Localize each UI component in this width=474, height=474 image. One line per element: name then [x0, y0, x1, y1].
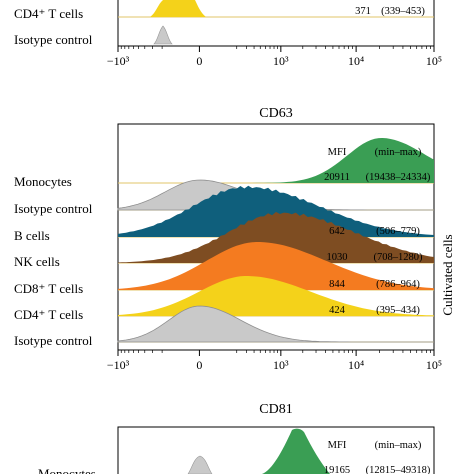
cd63-histogram-isotype-6: [117, 305, 434, 343]
top-x-axis: −10³ 0 10³ 10⁴ 10⁵: [107, 46, 442, 68]
cd63-mfi-0: 20911: [324, 172, 350, 183]
cd81-mfi-header: MFI: [328, 440, 347, 451]
top-isotype-histogram: [153, 25, 173, 45]
cd81-range-header: (min–max): [375, 440, 422, 451]
top-tick-label-1: 0: [196, 54, 202, 68]
cd63-mfi-4: 844: [329, 279, 346, 290]
cd63-tick-label-1: 0: [196, 358, 202, 372]
cd63-row-label-4: CD8⁺ T cells: [14, 281, 83, 296]
side-label: Cultivated cells: [440, 234, 455, 315]
cd63-range-0: (19438–24334): [366, 172, 431, 183]
cd63-tick-label-0: −10³: [107, 358, 130, 372]
cd81-isotype-histogram: [187, 455, 213, 474]
cd63-row-labels: Monocytes Isotype control B cells NK cells C…: [14, 174, 93, 348]
top-cd4-histogram: [150, 0, 206, 17]
cd63-x-axis: −10³ 0 10³ 10⁴ 10⁵: [107, 350, 442, 372]
top-row-label: CD4⁺ T cells: [14, 6, 83, 21]
cd81-monocytes-histogram: [262, 428, 330, 474]
top-tick-label-0: −10³: [107, 54, 130, 68]
cd63-range-3: (708–1280): [374, 252, 423, 263]
top-panel-frame: [117, 0, 435, 47]
cd63-panel: CD63 Monocytes Isotype control B cells NK c…: [14, 106, 455, 372]
top-tick-label-3: 10⁴: [348, 54, 364, 68]
cd63-tick-label-4: 10⁵: [426, 358, 442, 372]
cd63-row-label-2: B cells: [14, 228, 50, 243]
cd63-mfi-5: 424: [329, 305, 346, 316]
top-panel: CD4⁺ T cells 371 (339–453) Isotype contr…: [14, 0, 442, 68]
cd63-histogram-monocytes-0: [118, 138, 434, 183]
top-isotype-label: Isotype control: [14, 32, 93, 47]
cd63-mfi-2: 642: [329, 226, 345, 237]
cd63-histogram-nk_cells-3: [118, 211, 434, 263]
cd63-title: CD63: [259, 106, 292, 121]
cd81-monocytes-range: (12815–49318): [366, 465, 431, 474]
top-tick-label-4: 10⁵: [426, 54, 442, 68]
cd63-histogram-b_cells-2: [118, 185, 434, 237]
cd63-range-2: (506–779): [376, 226, 420, 237]
cd63-row-label-5: CD4⁺ T cells: [14, 307, 83, 322]
top-row-range: (339–453): [381, 6, 425, 17]
cd63-range-4: (786–964): [376, 279, 420, 290]
cd63-mfi-3: 1030: [327, 252, 348, 263]
cd81-monocytes-mfi: 19165: [324, 465, 350, 474]
cd63-row-label-3: NK cells: [14, 254, 60, 269]
cd81-title: CD81: [259, 402, 292, 417]
cd63-range-5: (395–434): [376, 305, 420, 316]
cd63-mfi-header: MFI: [328, 147, 347, 158]
cd63-mfi-values: 20911 (19438–24334) 642 (506–779) 1030 (708–1…: [324, 172, 431, 316]
cd63-row-label-0: Monocytes: [14, 174, 72, 189]
cd63-range-header: (min–max): [375, 147, 422, 158]
cd81-monocytes-label: Monocytes: [38, 466, 96, 474]
cd63-tick-label-3: 10⁴: [348, 358, 364, 372]
cd81-frame: [117, 426, 435, 474]
cd63-histogram-cd8-4: [118, 242, 434, 290]
cd63-tick-label-2: 10³: [273, 358, 289, 372]
top-tick-label-2: 10³: [273, 54, 289, 68]
cd63-histograms: [117, 138, 434, 343]
top-row-mfi: 371: [355, 6, 371, 17]
cd63-row-label-6: Isotype control: [14, 333, 93, 348]
cd81-panel: CD81 MFI (min–max) 19165 (12815–49318) M…: [38, 402, 435, 474]
cd63-row-label-1: Isotype control: [14, 201, 93, 216]
